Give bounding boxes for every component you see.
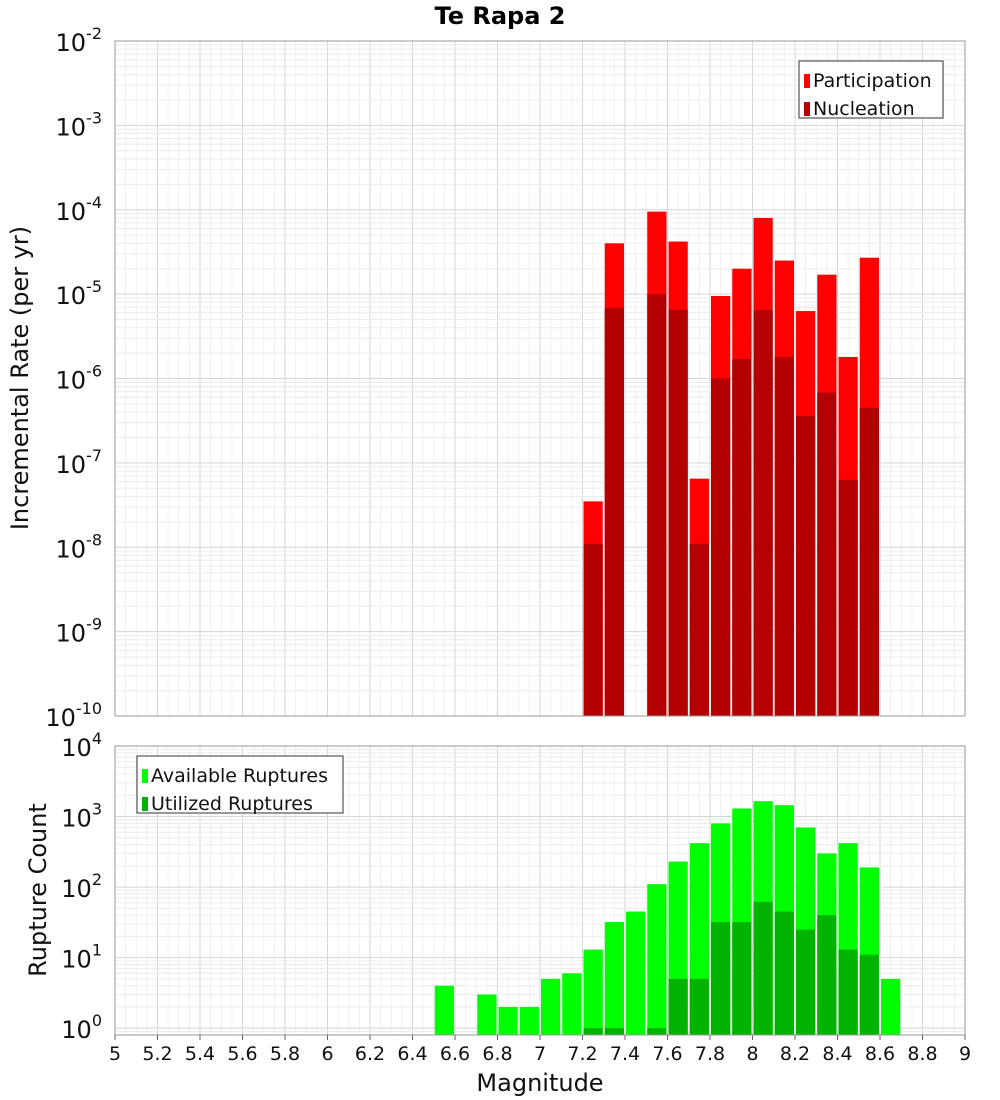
x-tick-label: 6.8 <box>482 1043 512 1065</box>
legend-swatch <box>804 74 810 88</box>
x-tick-label: 6 <box>321 1043 333 1065</box>
legend-box <box>798 60 944 119</box>
bar <box>859 954 879 1035</box>
bar <box>817 915 837 1035</box>
x-axis-ticks: 5 5.2 5.4 5.6 5.8 6 6.2 6.4 6.6 6.8 7 7.2 7.4 7.6 7.8 8… <box>109 1035 971 1065</box>
bar <box>434 985 454 1035</box>
bar <box>711 921 731 1035</box>
legend: Available Ruptures Utilized Ruptures <box>136 755 344 815</box>
y-tick-label: 103 <box>61 800 102 833</box>
series-secondary <box>583 294 879 716</box>
x-tick-label: 5.2 <box>142 1043 172 1065</box>
bar <box>498 1006 518 1035</box>
bar <box>541 978 561 1035</box>
x-tick-label: 5.6 <box>227 1043 257 1065</box>
x-tick-label: 7.6 <box>652 1043 682 1065</box>
bar <box>647 294 667 716</box>
x-tick-label: 6.6 <box>440 1043 470 1065</box>
bar <box>732 359 752 716</box>
y-tick-label: 102 <box>61 870 102 903</box>
legend-swatch <box>142 797 148 811</box>
bar <box>626 911 646 1035</box>
legend-label: Utilized Ruptures <box>151 793 313 815</box>
bar <box>562 973 582 1035</box>
bar <box>519 1006 539 1035</box>
bar <box>668 309 688 716</box>
x-tick-label: 5 <box>109 1043 121 1065</box>
legend: Participation Nucleation <box>798 60 944 120</box>
x-tick-label: 6.4 <box>397 1043 427 1065</box>
bar <box>796 415 816 716</box>
series-secondary <box>583 901 879 1035</box>
bar <box>711 378 731 716</box>
y-tick-label: 10-5 <box>56 277 103 310</box>
y-tick-label: 10-7 <box>56 446 103 479</box>
y-tick-label: 104 <box>61 729 102 762</box>
bar <box>838 949 858 1035</box>
bar <box>859 407 879 716</box>
bar <box>583 543 603 716</box>
bar <box>753 901 773 1035</box>
x-tick-label: 5.4 <box>185 1043 215 1065</box>
chart-title: Te Rapa 2 <box>435 2 566 30</box>
plot-frame <box>114 40 966 717</box>
y-tick-label: 101 <box>61 941 102 974</box>
rupture-count-panel: 100 101 102 103 104 Rupture Count Available Ru… <box>24 729 966 1044</box>
legend-label: Nucleation <box>813 98 915 120</box>
bar <box>881 978 901 1035</box>
bar <box>774 356 794 716</box>
y-tick-label: 100 <box>61 1011 102 1044</box>
y-axis-label: Rupture Count <box>24 803 52 977</box>
x-tick-label: 9 <box>959 1043 971 1065</box>
legend-swatch <box>804 102 810 116</box>
y-tick-label: 10-6 <box>56 362 103 395</box>
legend-box <box>136 755 344 814</box>
x-tick-label: 6.2 <box>355 1043 385 1065</box>
bar <box>604 1028 624 1035</box>
legend-label: Available Ruptures <box>151 765 328 787</box>
bar <box>774 911 794 1035</box>
bar <box>796 929 816 1035</box>
bar <box>817 392 837 716</box>
y-tick-label: 10-3 <box>56 108 103 141</box>
x-tick-label: 7.2 <box>567 1043 597 1065</box>
y-tick-label: 10-9 <box>56 615 103 648</box>
y-tick-label: 10-2 <box>56 24 103 57</box>
x-axis-label: Magnitude <box>476 1069 603 1097</box>
rate-panel: 10-10 10-9 10-8 10-7 10-6 10-5 10-4 10-3 10-2 Inc… <box>6 24 966 732</box>
legend-label: Participation <box>813 70 932 92</box>
legend-swatch <box>142 769 148 783</box>
bar <box>583 1028 603 1035</box>
bar <box>647 884 667 1035</box>
bar <box>732 921 752 1035</box>
x-tick-label: 7.8 <box>695 1043 725 1065</box>
bar <box>604 308 624 716</box>
bar <box>477 994 497 1035</box>
x-tick-label: 8.4 <box>822 1043 852 1065</box>
x-tick-label: 7 <box>534 1043 546 1065</box>
x-tick-label: 8.2 <box>780 1043 810 1065</box>
bar <box>668 978 688 1035</box>
x-tick-label: 8.6 <box>865 1043 895 1065</box>
x-tick-label: 7.4 <box>610 1043 640 1065</box>
bar <box>583 949 603 1035</box>
bar <box>689 978 709 1035</box>
x-tick-label: 8.8 <box>907 1043 937 1065</box>
bar <box>689 543 709 716</box>
x-tick-label: 5.8 <box>270 1043 300 1065</box>
bar <box>604 921 624 1035</box>
bar <box>838 479 858 716</box>
x-tick-label: 8 <box>746 1043 758 1065</box>
y-tick-label: 10-8 <box>56 530 103 563</box>
y-axis-label: Incremental Rate (per yr) <box>6 226 34 530</box>
y-tick-label: 10-4 <box>56 193 103 226</box>
y-tick-label: 10-10 <box>45 699 102 732</box>
bar <box>753 309 773 716</box>
bar <box>647 1028 667 1035</box>
